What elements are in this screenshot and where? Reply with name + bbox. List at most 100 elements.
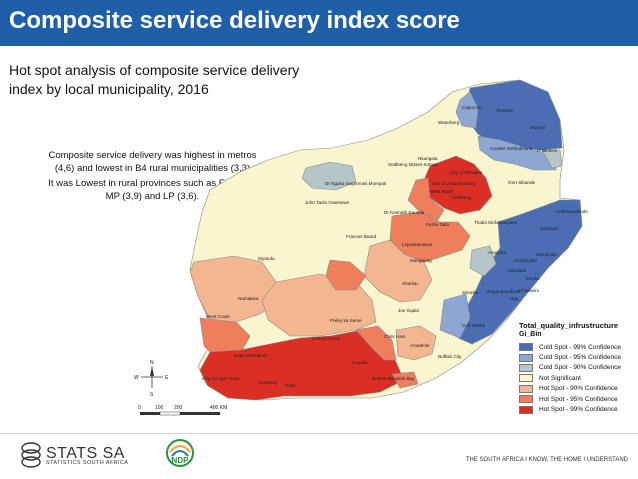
region-cold95-sekhukhune (477, 135, 557, 171)
label-ugu: Ugu (510, 296, 519, 301)
footer-divider (0, 433, 638, 434)
label-sisonke: Sisonke (462, 290, 479, 295)
label-nkangala: Nkangala (418, 156, 438, 161)
label-city-cape-town: City of Cape Town (202, 376, 240, 381)
label-central-karoo: Central Karoo (312, 336, 341, 341)
region-cold90-kzn-strip (469, 245, 497, 277)
label-siyanda: Siyanda (258, 256, 275, 261)
stats-sa-logo-subtext: STATISTICS SOUTH AFRICA (46, 460, 129, 466)
label-umkhanyakude: Umkhanyakude (556, 209, 588, 214)
legend-item: Hot Spot - 99% Confidence (519, 404, 637, 414)
label-city-joburg: City of Johannesburg (432, 181, 476, 186)
note-metros: Composite service delivery was highest i… (48, 150, 257, 174)
legend-swatch (519, 353, 533, 362)
region-hot95-pixley (325, 259, 367, 291)
legend-label: Hot Spot - 95% Confidence (539, 395, 618, 403)
region-hot95-nmb (391, 371, 419, 389)
label-zululand: Zululand (540, 226, 558, 231)
label-xhariep: Xhariep (402, 281, 418, 286)
label-or-tambo: O.R.Tambo (462, 323, 486, 328)
label-waterberg: Waterberg (438, 120, 460, 125)
scale-label-0: 0 (138, 405, 141, 411)
label-pixley: Pixley ka Seme (330, 318, 362, 323)
label-uthungulu: Uthungulu (536, 252, 557, 257)
label-joe-gqabi: Joe Gqabi (398, 308, 419, 313)
label-uthukela: Uthukela (508, 268, 527, 273)
label-nelson-mandela: Nelson Mandela Bay (372, 376, 415, 381)
map-legend: Total_quality_infrustructure Gi_Bin Cold… (519, 321, 637, 415)
label-overberg: Overberg (258, 380, 278, 385)
legend-label: Cold Spot - 99% Confidence (539, 343, 622, 351)
note-provinces: It was Lowest in rural provinces such as… (48, 178, 257, 202)
legend-label: Cold Spot - 90% Confidence (539, 364, 622, 372)
summary-note: Composite service delivery was highest i… (40, 150, 265, 206)
region-cold95-capricorn (455, 91, 479, 129)
label-fezile-dabi: Fezile Dabi (426, 222, 449, 227)
ndp-logo-icon: NDP (166, 439, 194, 467)
label-city-tshwane: City of Tshwane (450, 170, 483, 175)
label-ehlanzeni: Ehlanzeni (537, 148, 557, 153)
region-hot90-freestate (363, 239, 433, 303)
label-mangaung: Mangaung (410, 258, 432, 263)
region-cold99-kzn (457, 199, 583, 345)
region-cold90-ehlanzeni (541, 149, 563, 169)
compass-rose: N S E W (134, 360, 169, 398)
label-amathole: Amathole (410, 343, 430, 348)
scale-label-100: 100 (155, 405, 164, 411)
label-ethekwini: eThekwini (518, 288, 539, 293)
label-eden: Eden (285, 383, 296, 388)
legend-swatch (519, 363, 533, 372)
label-thabo-mofutsanyane: Thabo Mofutsanyane (474, 220, 518, 225)
legend-swatch (519, 405, 533, 414)
label-greater-sekhukhune: Greater Sekhukhune (490, 146, 533, 151)
label-umzinyathi: Umzinyathi (514, 258, 537, 263)
label-cacadu: Cacadu (352, 360, 368, 365)
label-mopani: Mopani (530, 125, 545, 130)
legend-item: Cold Spot - 95% Confidence (519, 352, 637, 362)
scale-label-200: 200 (174, 405, 183, 411)
label-buffalo-city: Buffalo City (438, 354, 462, 359)
compass-n: N (150, 360, 154, 366)
label-sedibeng-moses: Sedibeng Moses Kotane (388, 162, 439, 167)
map-subtitle: Hot spot analysis of composite service d… (9, 62, 300, 97)
scale-seg-2 (159, 411, 181, 416)
legend-item: Not Significant (519, 373, 637, 383)
label-namakwa: Namakwa (238, 296, 259, 301)
legend-item: Hot Spot - 90% Confidence (519, 384, 637, 394)
region-hot99-southcape (199, 329, 405, 401)
legend-title: Total_quality_infrustructure (519, 321, 619, 330)
label-lejweleputswa: Lejweleputswa (402, 242, 433, 247)
compass-s: S (150, 392, 154, 398)
label-vhembe: Vhembe (496, 108, 514, 113)
label-ilembe: Ilembe (526, 276, 540, 281)
legend-label: Not Significant (539, 374, 581, 382)
label-sedibeng: Sedibeng (452, 195, 472, 200)
legend-item: Cold Spot - 99% Confidence (519, 342, 637, 352)
label-gert-sibande: Gert Sibande (508, 180, 536, 185)
label-frances-baard: Frances Baard (346, 234, 377, 239)
compass-north-arrow (150, 366, 154, 376)
label-dr-kenneth: Dr Kenneth Kaunda (384, 210, 425, 215)
compass-e: E (165, 375, 169, 381)
legend-swatch (519, 395, 533, 404)
compass-w: W (134, 375, 139, 381)
scale-label-400: 400 KM (210, 405, 227, 411)
stats-sa-logo-text: STATS SA (46, 445, 125, 462)
ndp-logo-text: NDP (172, 456, 190, 465)
legend-label: Hot Spot - 90% Confidence (539, 385, 618, 393)
scale-bar: 0 100 200 400 KM (138, 405, 227, 416)
scale-seg-3 (180, 412, 220, 415)
title-bar: Composite service delivery index score (0, 0, 638, 46)
label-umgungundlovu: Umgungundlovu (486, 289, 520, 294)
region-cold95-kzn-inner (439, 293, 471, 339)
label-west-coast: West Coast (206, 314, 230, 319)
map-labels: Capricorn Vhembe Waterberg Mopani Greate… (202, 105, 588, 388)
label-cape-winelands: Cape Winelands (234, 353, 268, 358)
slide-title: Composite service delivery index score (9, 7, 460, 34)
label-capricorn: Capricorn (462, 105, 482, 110)
region-hot90-nc (189, 255, 281, 323)
legend-swatch (519, 374, 533, 383)
legend-item: Cold Spot - 90% Confidence (519, 363, 637, 373)
legend-subtitle: Gi_Bin (519, 331, 542, 338)
label-west-rand: West Rand (430, 189, 453, 194)
